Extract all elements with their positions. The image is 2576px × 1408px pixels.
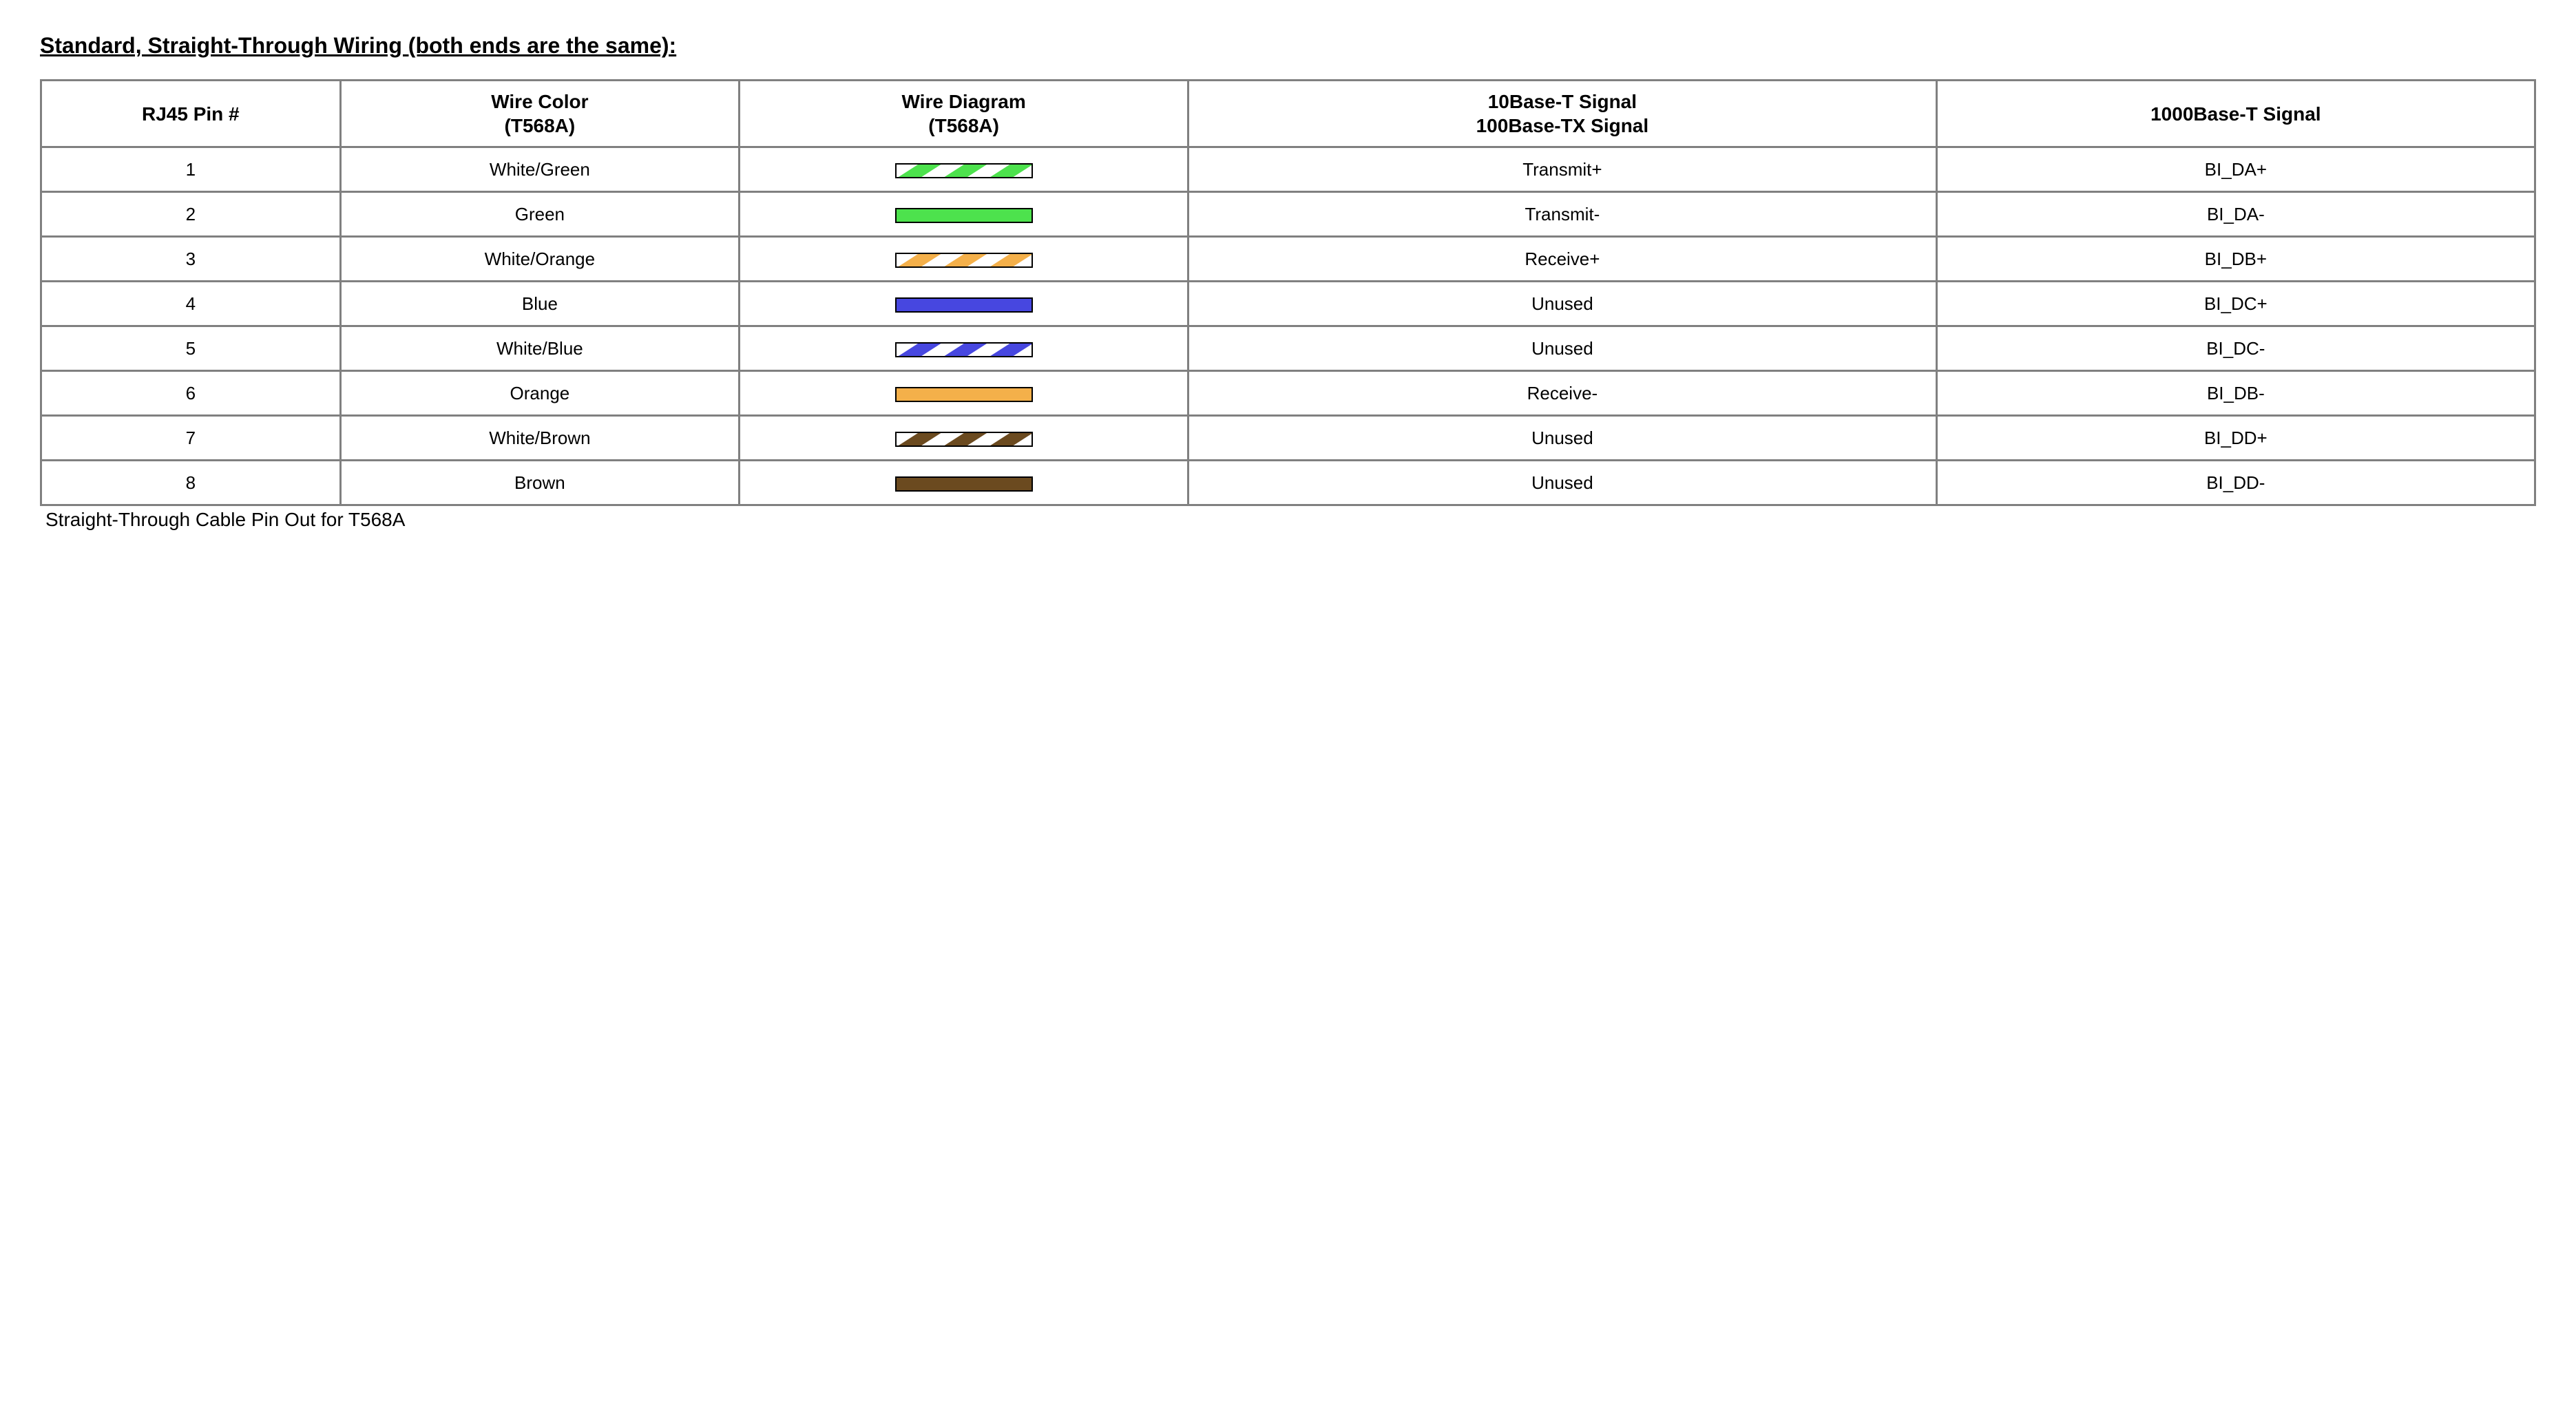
wire-swatch-icon [895,387,1033,402]
cell-wire-diagram [740,192,1188,237]
cell-pin: 3 [41,237,341,282]
cell-wire-diagram [740,237,1188,282]
cell-wire-diagram [740,416,1188,461]
cell-signal-10-100: Transmit- [1188,192,1937,237]
wire-swatch-icon [895,208,1033,223]
table-row: 1 White/Green Transmit+ BI_DA+ [41,147,2535,192]
cell-wire-color: White/Green [340,147,740,192]
cell-signal-10-100: Unused [1188,461,1937,505]
cell-pin: 8 [41,461,341,505]
cell-signal-10-100: Unused [1188,416,1937,461]
cell-wire-color: Green [340,192,740,237]
cell-wire-color: Blue [340,282,740,326]
wire-swatch-icon [895,163,1033,178]
cell-wire-diagram [740,147,1188,192]
header-signal-1000: 1000Base-T Signal [1936,81,2535,147]
cell-signal-10-100: Unused [1188,282,1937,326]
table-caption: Straight-Through Cable Pin Out for T568A [45,509,2536,531]
cell-signal-1000: BI_DC+ [1936,282,2535,326]
cell-wire-diagram [740,461,1188,505]
table-row: 7 White/Brown Unused BI_DD+ [41,416,2535,461]
cell-signal-1000: BI_DD- [1936,461,2535,505]
table-row: 8 Brown Unused BI_DD- [41,461,2535,505]
cell-pin: 1 [41,147,341,192]
table-row: 6 Orange Receive- BI_DB- [41,371,2535,416]
cell-signal-10-100: Receive- [1188,371,1937,416]
table-row: 3 White/Orange Receive+ BI_DB+ [41,237,2535,282]
page-title: Standard, Straight-Through Wiring (both … [40,33,2536,59]
table-row: 4 Blue Unused BI_DC+ [41,282,2535,326]
cell-signal-1000: BI_DA- [1936,192,2535,237]
cell-wire-color: Brown [340,461,740,505]
cell-wire-color: Orange [340,371,740,416]
wire-swatch-icon [895,476,1033,492]
cell-signal-1000: BI_DC- [1936,326,2535,371]
cell-signal-1000: BI_DB- [1936,371,2535,416]
cell-pin: 7 [41,416,341,461]
cell-wire-diagram [740,326,1188,371]
cell-wire-color: White/Orange [340,237,740,282]
table-row: 2 Green Transmit- BI_DA- [41,192,2535,237]
wire-swatch-icon [895,342,1033,357]
cell-wire-color: White/Brown [340,416,740,461]
cell-pin: 5 [41,326,341,371]
cell-pin: 2 [41,192,341,237]
cell-signal-1000: BI_DD+ [1936,416,2535,461]
cell-signal-1000: BI_DB+ [1936,237,2535,282]
cell-signal-1000: BI_DA+ [1936,147,2535,192]
header-wire-color: Wire Color(T568A) [340,81,740,147]
wire-swatch-icon [895,432,1033,447]
header-signal-10-100: 10Base-T Signal100Base-TX Signal [1188,81,1937,147]
cell-wire-diagram [740,371,1188,416]
cell-signal-10-100: Transmit+ [1188,147,1937,192]
cell-pin: 6 [41,371,341,416]
header-wire-diagram: Wire Diagram(T568A) [740,81,1188,147]
cell-pin: 4 [41,282,341,326]
wire-swatch-icon [895,297,1033,313]
cell-signal-10-100: Receive+ [1188,237,1937,282]
header-pin: RJ45 Pin # [41,81,341,147]
cell-wire-color: White/Blue [340,326,740,371]
table-row: 5 White/Blue Unused BI_DC- [41,326,2535,371]
pinout-table: RJ45 Pin # Wire Color(T568A) Wire Diagra… [40,79,2536,506]
cell-signal-10-100: Unused [1188,326,1937,371]
table-header-row: RJ45 Pin # Wire Color(T568A) Wire Diagra… [41,81,2535,147]
cell-wire-diagram [740,282,1188,326]
wire-swatch-icon [895,253,1033,268]
